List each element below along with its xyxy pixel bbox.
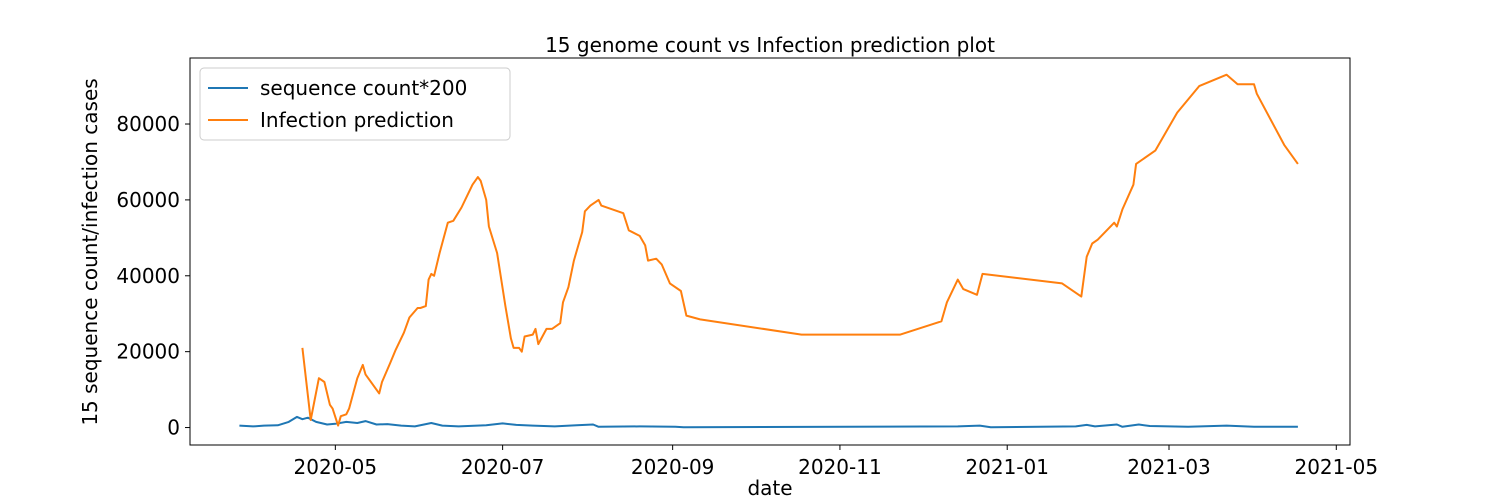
x-tick-label: 2020-05: [294, 455, 378, 479]
y-tick-label: 40000: [116, 264, 180, 288]
legend-box: [199, 67, 511, 141]
plot-frame: [189, 57, 1351, 446]
y-tick-label: 20000: [116, 340, 180, 364]
x-tick-label: 2020-11: [798, 455, 882, 479]
chart-title: 15 genome count vs Infection prediction …: [545, 33, 995, 57]
x-tick-label: 2020-09: [631, 455, 715, 479]
y-tick-label: 60000: [116, 188, 180, 212]
x-tick-label: 2021-01: [965, 455, 1049, 479]
line-series: [239, 415, 1298, 429]
y-axis-label: 15 sequence count/infection cases: [78, 78, 102, 425]
y-tick-label: 80000: [116, 112, 180, 136]
y-tick-label: 0: [167, 416, 180, 440]
legend-label: sequence count*200: [260, 76, 467, 100]
legend-label: Infection prediction: [260, 108, 454, 132]
x-tick-label: 2021-05: [1294, 455, 1378, 479]
line-series: [301, 73, 1299, 427]
x-tick-label: 2021-03: [1127, 455, 1211, 479]
x-tick-label: 2020-07: [461, 455, 545, 479]
x-axis-label: date: [747, 476, 792, 500]
